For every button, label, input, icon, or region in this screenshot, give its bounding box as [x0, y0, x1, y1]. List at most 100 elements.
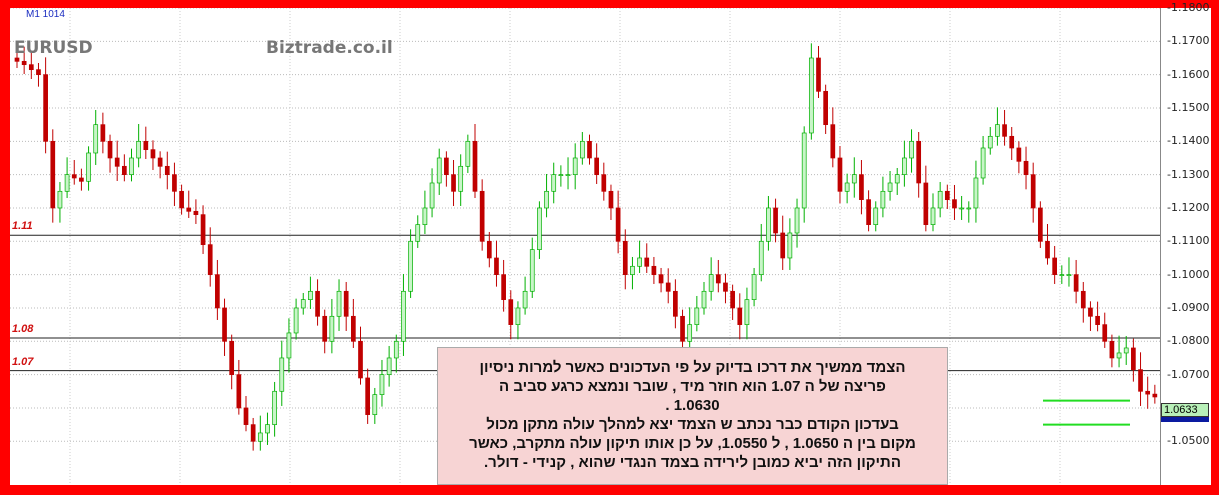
bull-candle	[436, 157, 442, 184]
bear-candle	[36, 69, 41, 76]
bull-candle	[687, 324, 693, 342]
bear-candle	[494, 257, 499, 275]
bear-candle	[150, 149, 156, 159]
bull-candle	[894, 174, 900, 184]
bear-candle	[1088, 307, 1093, 317]
bull-candle	[909, 140, 914, 159]
bull-candle	[744, 299, 750, 325]
bull-candle	[937, 190, 943, 209]
bull-candle	[529, 249, 535, 292]
bull-candle	[801, 132, 807, 209]
bear-candle	[1052, 257, 1058, 275]
bull-candle	[579, 140, 585, 159]
bull-candle	[880, 190, 886, 209]
bull-candle	[272, 390, 277, 425]
bull-candle	[1116, 352, 1122, 359]
analysis-note: הצמד ממשיך את דרכו בדיוק על פי העדכונים …	[437, 347, 948, 485]
bull-candle	[701, 290, 707, 309]
bull-candle	[465, 140, 471, 167]
bear-candle	[615, 207, 621, 242]
timeframe-label: M1 1014	[26, 9, 65, 20]
note-line: מקום בין ה 1.0650 , ל 1.0550, על כן אותו…	[469, 435, 916, 452]
bull-candle	[973, 177, 979, 209]
bull-candle	[1066, 274, 1072, 276]
note-line: פריצה של ה 1.07 הוא חוזר מיד , שובר ונמצ…	[499, 378, 886, 395]
bear-candle	[1080, 290, 1086, 309]
bear-candle	[229, 340, 235, 375]
bull-candle	[458, 165, 464, 192]
bear-candle	[622, 240, 628, 275]
bear-candle	[587, 140, 592, 159]
bear-candle	[830, 124, 836, 159]
bull-candle	[630, 265, 635, 275]
bear-candle	[816, 57, 821, 92]
bull-candle	[959, 207, 964, 210]
bear-candle	[1045, 240, 1050, 259]
level-label: 1.11	[12, 220, 33, 233]
bear-candle	[1131, 347, 1136, 370]
y-tick-label: -1.1300	[1167, 167, 1210, 181]
bull-candle	[708, 274, 714, 292]
bear-candle	[479, 190, 485, 242]
bear-candle	[1002, 124, 1007, 137]
bull-candle	[136, 140, 142, 159]
bear-candle	[315, 290, 320, 317]
note-line: בעדכון הקודם כבר נכתב ש הצמד יצא למהלך ע…	[486, 416, 899, 433]
bear-candle	[944, 190, 950, 200]
bear-candle	[1009, 135, 1015, 149]
bull-candle	[393, 340, 399, 359]
bull-candle	[565, 174, 571, 176]
bear-candle	[1030, 174, 1036, 209]
bear-candle	[1095, 315, 1100, 325]
note-line: הצמד ממשיך את דרכו בדיוק על פי העדכונים …	[479, 359, 906, 376]
y-tick-label: -1.1200	[1167, 200, 1210, 214]
bull-candle	[694, 307, 700, 325]
bear-candle	[1109, 340, 1115, 359]
bear-candle	[451, 174, 456, 192]
bull-candle	[57, 190, 63, 209]
bull-candle	[429, 182, 435, 209]
y-tick-label: -1.0800	[1167, 334, 1210, 348]
bull-candle	[808, 57, 814, 134]
bull-candle	[336, 290, 342, 317]
bear-candle	[644, 257, 650, 267]
y-tick-label: -1.1000	[1167, 267, 1210, 281]
bear-candle	[737, 307, 743, 325]
y-tick-label: -1.1500	[1167, 100, 1210, 114]
bull-candle	[265, 424, 270, 434]
bull-candle	[558, 174, 564, 176]
bear-candle	[207, 244, 213, 275]
bear-candle	[723, 282, 728, 292]
bull-candle	[1059, 274, 1065, 276]
note-line: התיקון הזה יביא כמובן לירידה בצמד הנגדי …	[484, 454, 901, 471]
y-tick-label: -1.0700	[1167, 367, 1210, 381]
bear-candle	[773, 207, 778, 234]
bear-candle	[215, 274, 220, 309]
bear-candle	[350, 315, 356, 342]
y-tick-label: -1.1400	[1167, 134, 1210, 148]
bear-candle	[1073, 274, 1079, 292]
bull-candle	[537, 207, 542, 250]
bear-candle	[665, 282, 671, 292]
bear-candle	[186, 207, 192, 212]
bull-candle	[329, 315, 335, 342]
bear-candle	[823, 90, 829, 126]
bull-candle	[902, 157, 907, 175]
bull-candle	[408, 240, 413, 292]
bear-candle	[343, 290, 349, 317]
bear-candle	[43, 74, 48, 142]
bear-candle	[952, 199, 957, 209]
bear-candle	[916, 140, 922, 184]
bull-candle	[93, 124, 99, 154]
bear-candle	[658, 274, 664, 284]
bear-candle	[1016, 147, 1022, 162]
bull-candle	[794, 207, 800, 234]
bull-candle	[300, 299, 306, 309]
bear-candle	[250, 424, 256, 442]
bear-candle	[365, 377, 371, 415]
level-label: 1.07	[12, 355, 34, 368]
bear-candle	[866, 199, 871, 225]
current-price-label: 1.0633	[1161, 403, 1209, 417]
bear-candle	[157, 157, 163, 167]
symbol-label: EURUSD	[14, 38, 93, 58]
